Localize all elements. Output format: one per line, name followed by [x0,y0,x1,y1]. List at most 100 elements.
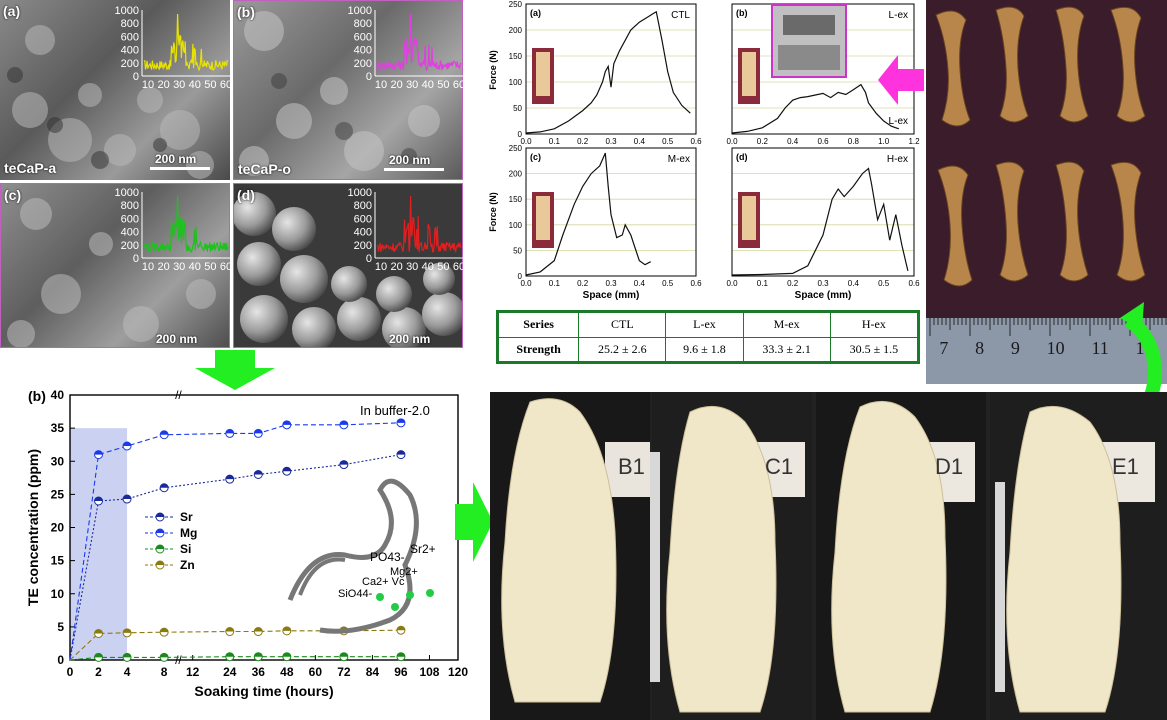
x-tick-label: 0.8 [848,137,860,146]
xrd-x-tick: 60 [453,261,465,273]
x-tick-label: 0.1 [757,279,769,288]
x-tick-label: 72 [337,665,351,679]
x-tick-label: 120 [448,665,468,679]
x-tick-label: 1.0 [878,137,890,146]
cage-label-c1: C1 [765,454,794,479]
y-tick-label: 100 [509,221,523,230]
scale-line-b [384,168,444,171]
xrd-pattern [376,13,462,72]
test-rig-lower [778,45,840,70]
force-series-label-inside: L-ex [889,116,908,127]
data-point-fill [282,626,291,631]
x-tick-label: 0.2 [787,279,799,288]
data-point-fill [339,460,348,465]
legend-marker-fill [156,513,164,517]
x-tick-label: 2 [95,665,102,679]
sample-name-a: teCaP-a [4,160,57,176]
chart-annotation: In buffer-2.0 [360,403,430,418]
force-y-label: Force (N) [488,192,498,232]
data-point-fill [94,450,103,455]
sem-panel-c: (c) 200 nm [0,183,230,348]
legend-marker-fill [156,545,164,549]
data-point-fill [225,429,234,434]
ruler-label: 9 [1010,338,1020,358]
data-point-fill [225,475,234,480]
table-cell: 33.3 ± 2.1 [742,336,831,362]
x-tick-label: 0.4 [634,137,646,146]
xrd-x-tick: 60 [220,261,232,273]
ruler-label: 7 [939,338,949,358]
data-point-fill [339,420,348,425]
sem-label-b: (b) [237,4,255,20]
x-tick-label: 8 [161,665,168,679]
y-tick-label: 50 [513,246,522,255]
force-series-label: L-ex [889,10,908,21]
table-header-cell: H-ex [829,312,919,338]
schematic-ion [376,593,384,601]
xrd-y-tick: 800 [354,18,372,30]
x-tick-label: 0.4 [634,279,646,288]
legend-marker-fill [156,529,164,533]
sem-label-c: (c) [4,187,22,203]
data-point-fill [396,418,405,423]
x-tick-label: 0.0 [726,137,738,146]
y-tick-label: 150 [509,52,523,61]
y-tick-label: 0 [518,130,523,139]
xrd-y-tick: 200 [121,58,139,70]
force-panel-ctl: 250 200 150 100 50 00.0 0.1 0.2 0.3 0.4 0.5 0.6 (a) C… [509,0,702,146]
table-row: Strength 25.2 ± 2.6 9.6 ± 1.8 33.3 ± 2.1… [497,336,919,362]
xrd-x-tick: 30 [406,79,418,91]
xrd-x-tick: 20 [157,79,169,91]
sem-panel-b: (b) teCaP-o 200 nm [233,0,463,180]
plot-frame [731,147,915,277]
sem-panel-d: (d) 200 nm [233,183,463,348]
data-point-fill [396,652,405,657]
y-tick-label: 150 [509,195,523,204]
shaded-region [70,428,128,660]
x-tick-label: 0.5 [662,137,674,146]
data-point-fill [254,429,263,434]
xrd-x-tick: 40 [422,79,434,91]
table-header-cell: CTL [578,312,667,338]
data-point-fill [123,442,132,447]
xrd-x-tick: 50 [204,261,216,273]
x-tick-label: 0.5 [662,279,674,288]
plot-frame [525,3,697,135]
x-tick-label: 0.4 [787,137,799,146]
x-tick-label: 0.6 [690,137,702,146]
data-point-fill [254,627,263,632]
x-tick-label: 0.6 [817,137,829,146]
x-tick-label: 60 [309,665,323,679]
force-panel-h-ex: 0.0 0.1 0.2 0.3 0.4 0.5 0.6 (d) H-ex [726,147,920,288]
data-point-fill [225,627,234,632]
data-point-fill [123,653,132,658]
data-point-fill [254,652,263,657]
legend-label: Si [180,542,191,556]
x-tick-label: 0 [67,665,74,679]
data-point-fill [123,628,132,633]
plot-frame [525,147,697,277]
xrd-x-tick: 10 [142,79,154,91]
table-header-row: Series CTL L-ex M-ex H-ex [497,312,919,338]
xrd-y-tick: 0 [133,253,139,265]
xrd-y-tick: 1000 [348,5,372,17]
x-tick-label: 0.2 [757,137,769,146]
x-tick-label: 0.4 [848,279,860,288]
y-axis-label: TE concentration (ppm) [25,449,41,606]
force-panel-m-ex: 250 200 150 100 50 00.0 0.1 0.2 0.3 0.4 0.5 0.6 (c) M… [509,144,702,288]
legend-label: Mg [180,526,197,540]
y-tick-label: 10 [51,587,65,601]
data-point-fill [282,652,291,657]
force-panel-l-ex: 0.0 0.2 0.4 0.6 0.8 1.0 1.2 (b) L-ex [726,3,920,146]
strength-table: Series CTL L-ex M-ex H-ex Strength 25.2 … [496,310,920,364]
x-tick-label: 36 [252,665,266,679]
y-tick-label: 0 [57,653,64,667]
x-tick-label: 84 [366,665,380,679]
xrd-x-tick: 20 [390,79,402,91]
test-rig-upper [783,15,835,35]
